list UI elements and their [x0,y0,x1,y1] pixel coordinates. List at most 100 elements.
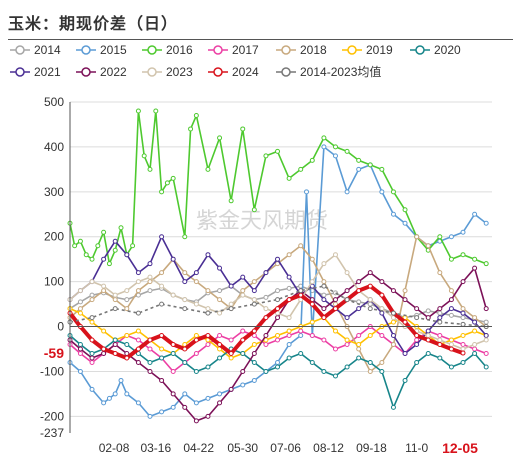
data-point [275,256,281,262]
data-point [437,355,443,361]
data-point [379,189,385,195]
data-point [437,270,443,276]
data-point [275,148,281,154]
data-point [460,279,466,285]
data-point [251,301,257,307]
data-point [286,175,292,181]
data-point [483,351,489,357]
data-point [118,225,124,231]
data-point [205,364,211,370]
data-point [205,310,211,316]
legend-swatch-marker [81,45,91,55]
data-point [390,211,396,217]
data-point [228,337,234,343]
data-point [159,377,165,383]
data-point [275,288,281,294]
data-point [240,351,246,357]
data-point [472,351,478,357]
data-point [159,409,165,415]
data-point [286,274,292,280]
data-point [159,270,165,276]
data-point [332,144,338,150]
legend-item: 2017 [208,43,259,57]
series-2018 [67,234,489,374]
data-point [275,337,281,343]
data-point [448,312,454,318]
data-point [448,306,454,312]
series-layer [67,108,489,424]
current-value-label: -59 [44,345,64,361]
data-point [298,166,304,172]
x-tick-label: 07-06 [270,441,301,455]
data-point [309,301,315,307]
data-point [275,333,281,339]
data-point [228,283,234,289]
data-point [263,333,269,339]
data-point [89,292,95,298]
data-point [448,234,454,240]
data-point [425,333,431,339]
data-point [263,294,269,300]
data-point [106,395,112,401]
data-point [182,391,188,397]
data-point [240,328,246,334]
legend-item: 2022 [76,65,127,79]
y-tick-label: -237 [40,426,64,440]
data-point [286,342,292,348]
data-point [77,238,83,244]
data-point [425,243,431,249]
data-point [124,297,130,303]
legend-item: 2019 [342,43,393,57]
data-point [448,288,454,294]
data-point [112,247,118,253]
data-point [182,297,188,303]
data-point [367,297,373,303]
data-point [106,261,112,267]
data-point [193,418,199,424]
data-point [402,351,408,357]
legend-label: 2014-2023均值 [300,64,381,79]
data-point [89,256,95,262]
data-point [170,175,176,181]
data-point [309,333,315,339]
data-point [309,157,315,163]
data-point [205,166,211,172]
data-point [344,315,350,321]
data-point [217,135,223,141]
current-date-label: 12-05 [442,440,478,456]
data-point [164,180,170,186]
data-point [448,256,454,262]
data-point [402,297,408,303]
data-point [228,306,234,312]
x-tick-label: 08-12 [313,441,344,455]
data-point [228,351,234,357]
legend-swatch-marker [15,45,25,55]
legend-label: 2020 [434,43,461,57]
data-point [390,342,396,348]
data-point [309,279,315,285]
legend-item: 2021 [10,65,61,79]
data-point [182,359,188,365]
data-point [159,189,165,195]
data-point [83,252,89,258]
data-point [298,243,304,249]
data-point [112,297,118,303]
data-point [147,368,153,374]
data-point [193,301,199,307]
data-point [275,297,281,303]
legend-item: 2018 [276,43,327,57]
data-point [367,301,373,307]
legend-item: 2015 [76,43,127,57]
legend-swatch-marker [415,45,425,55]
data-point [89,337,95,343]
data-point [77,310,83,316]
data-point [379,333,385,339]
data-point [390,288,396,294]
legend-label: 2015 [100,43,127,57]
data-point [356,166,362,172]
data-point [275,364,281,370]
data-point [344,189,350,195]
data-point [367,283,373,289]
legend-label: 2024 [232,65,259,79]
data-point [205,288,211,294]
